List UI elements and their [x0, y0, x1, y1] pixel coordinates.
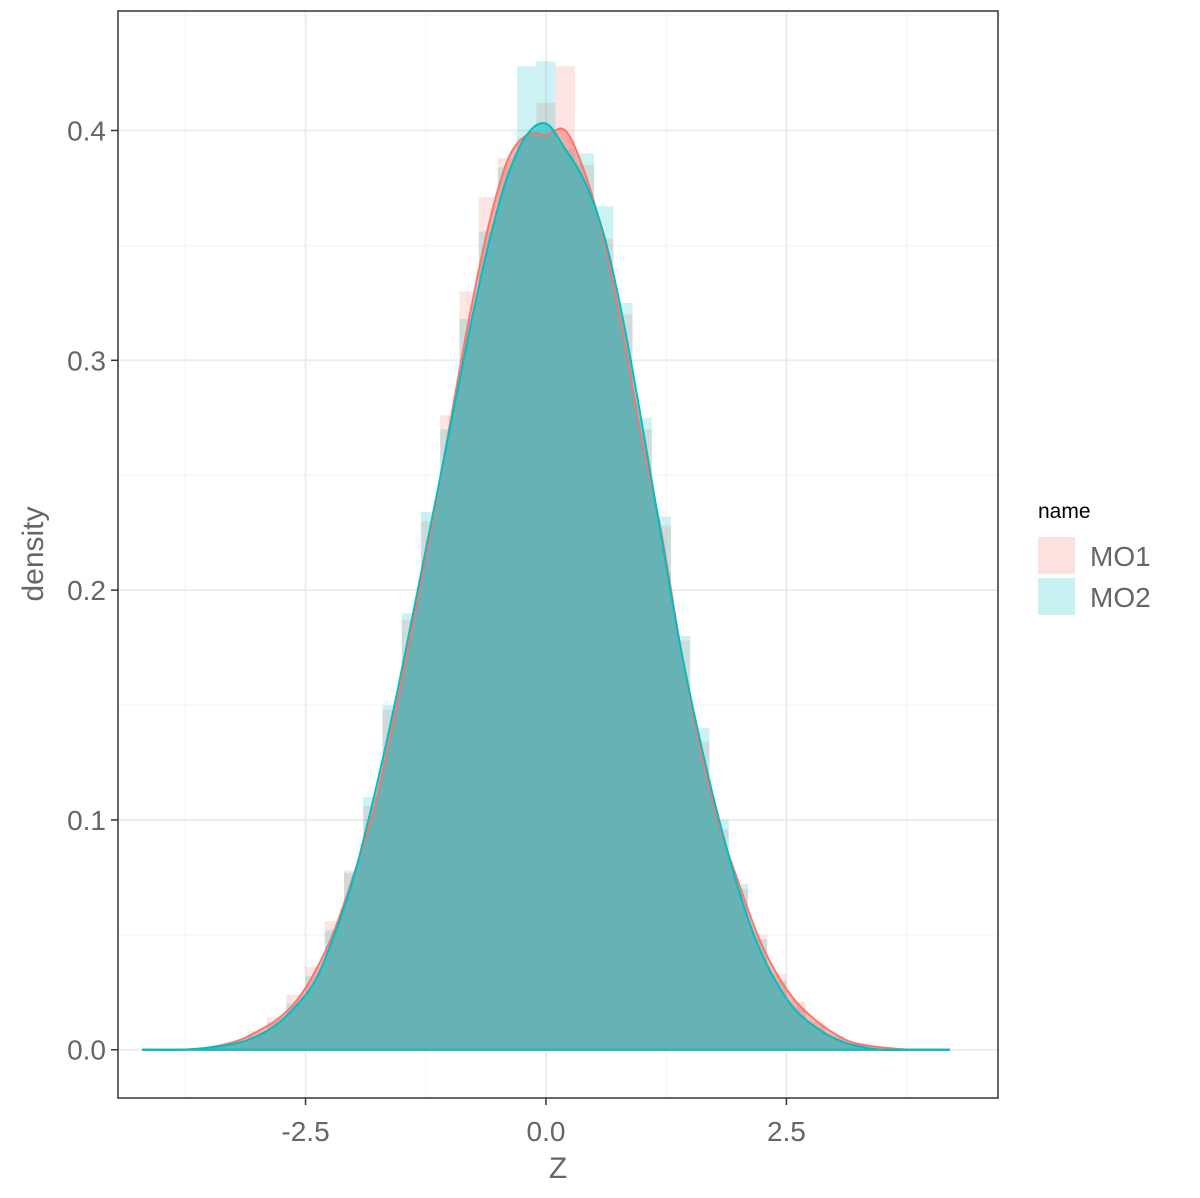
x-axis-title: Z — [549, 1152, 567, 1185]
x-axis-tick-labels: -2.5 0.0 2.5 — [281, 1116, 805, 1147]
legend-key-mo1 — [1038, 537, 1075, 574]
density-line-mo1 — [142, 127, 950, 1051]
axis-ticks — [111, 129, 788, 1105]
legend: name MO1 MO2 — [1038, 500, 1151, 615]
x-tick-label: 0.0 — [527, 1116, 566, 1147]
y-tick-label: 0.2 — [67, 575, 106, 606]
y-tick-label: 0.4 — [67, 116, 106, 147]
y-tick-label: 0.3 — [67, 345, 106, 376]
plot-panel-border — [117, 10, 999, 1099]
x-tick-label: 2.5 — [767, 1116, 806, 1147]
y-tick-label: 0.1 — [67, 805, 106, 836]
density-curves — [142, 122, 950, 1052]
y-axis-tick-labels: 0.0 0.1 0.2 0.3 0.4 — [67, 116, 106, 1066]
y-axis-title: density — [17, 506, 50, 601]
legend-title: name — [1038, 500, 1091, 523]
y-tick-label: 0.0 — [67, 1035, 106, 1066]
x-tick-label: -2.5 — [281, 1116, 329, 1147]
legend-key-mo2 — [1038, 578, 1075, 615]
legend-label-mo1: MO1 — [1090, 541, 1151, 572]
legend-label-mo2: MO2 — [1090, 582, 1151, 613]
density-overlap-fill — [142, 131, 950, 1051]
density-line-mo2 — [142, 122, 950, 1052]
